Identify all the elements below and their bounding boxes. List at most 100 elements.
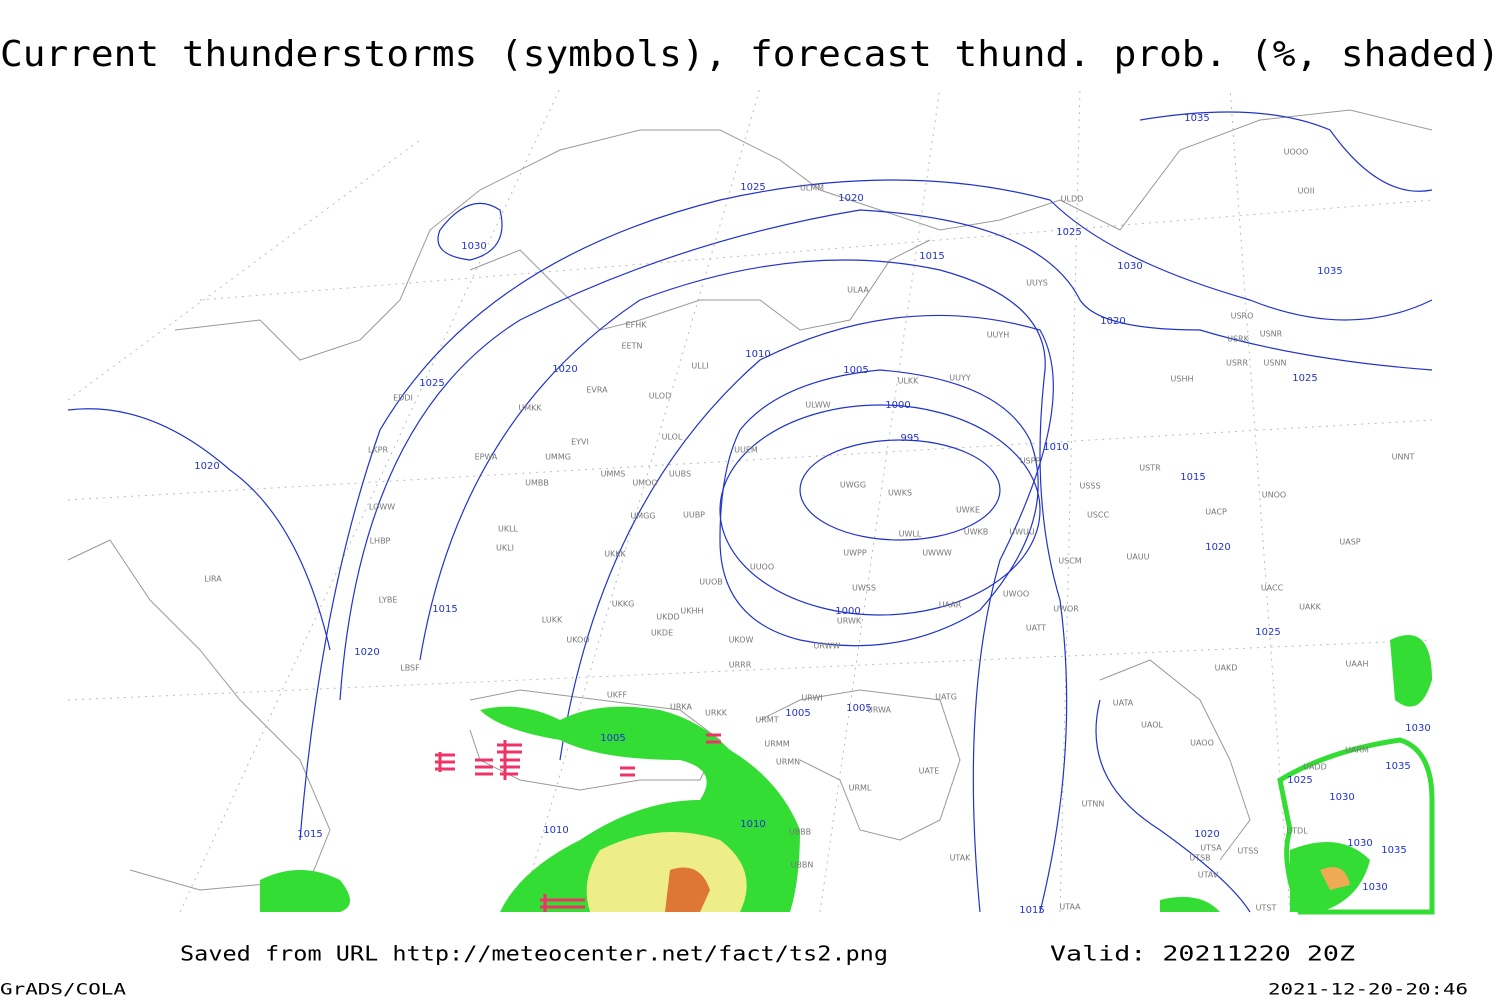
station-label: ULLI <box>691 362 708 371</box>
station-label: USCM <box>1058 557 1082 566</box>
station-label: EETN <box>622 342 643 351</box>
station-label: UWUU <box>1009 528 1035 537</box>
station-label: LUKK <box>542 616 563 625</box>
isobars <box>67 111 1433 913</box>
coastlines <box>67 109 1433 891</box>
station-label: ULAA <box>847 286 869 295</box>
station-label: UWSS <box>852 584 876 593</box>
station-label: UWKE <box>956 506 980 515</box>
station-label: UWKS <box>888 489 912 498</box>
isobar-label: 1005 <box>785 708 810 719</box>
station-label: UAAR <box>939 601 962 610</box>
station-label: UBBB <box>789 828 811 837</box>
timestamp: 2021-12-20-20:46 <box>1268 980 1468 999</box>
station-label: URWK <box>837 617 862 626</box>
station-label: UWOO <box>1003 590 1029 599</box>
isobar-label: 1015 <box>432 604 457 615</box>
station-label: UKDE <box>651 629 673 638</box>
station-label: UKFF <box>607 691 628 700</box>
station-label: UTNN <box>1082 800 1105 809</box>
station-label: USRK <box>1227 335 1249 344</box>
station-label: UTDL <box>1286 827 1308 836</box>
station-label: UMKK <box>518 404 542 413</box>
station-label: UTAV <box>1198 871 1219 880</box>
station-label: UAAH <box>1345 660 1368 669</box>
station-label: UUYH <box>987 331 1010 340</box>
station-label: UTAK <box>950 854 972 863</box>
isobar-label: 1010 <box>1043 442 1068 453</box>
station-label: UMOO <box>632 479 657 488</box>
station-label: UASP <box>1339 538 1360 547</box>
station-label: USRO <box>1231 312 1254 321</box>
station-label: UMBB <box>525 479 549 488</box>
station-label: UAOO <box>1190 739 1214 748</box>
station-label: UKLI <box>496 544 514 553</box>
station-label: LHBP <box>370 537 391 546</box>
probability-shading <box>260 635 1435 915</box>
station-label: URKK <box>705 709 728 718</box>
station-label: UATT <box>1026 624 1046 633</box>
station-label: UWPP <box>843 549 867 558</box>
station-label: UTSS <box>1238 847 1259 856</box>
station-label: URMT <box>755 716 778 725</box>
station-label: UKOO <box>566 636 589 645</box>
station-label: UMMG <box>545 453 571 462</box>
station-label: LYBE <box>379 596 398 605</box>
isobar-label: 1030 <box>1405 723 1430 734</box>
isobar-label: 1005 <box>600 733 625 744</box>
station-label: URMN <box>776 758 800 767</box>
station-label: UATA <box>1113 699 1134 708</box>
valid-time: Valid: 20211220 20Z <box>1050 942 1355 966</box>
station-label: UWKB <box>964 528 989 537</box>
isobar-label: 1020 <box>194 461 219 472</box>
station-label: EFHK <box>626 321 648 330</box>
station-label: ULMM <box>800 184 824 193</box>
station-label: EVRA <box>586 386 608 395</box>
station-label: ULWW <box>805 401 830 410</box>
isobar-label: 1025 <box>419 378 444 389</box>
source-note: Saved from URL http://meteocenter.net/fa… <box>180 942 888 966</box>
station-label: UUBP <box>683 511 705 520</box>
station-label: UUOB <box>699 578 723 587</box>
station-label: UTSB <box>1189 854 1210 863</box>
isobar-label: 1025 <box>740 182 765 193</box>
isobar-label: 1025 <box>1056 227 1081 238</box>
station-label: USCC <box>1087 511 1110 520</box>
station-label: UOOO <box>1284 148 1309 157</box>
isobar-label: 1015 <box>297 829 322 840</box>
station-label: UKOW <box>729 636 754 645</box>
station-label: UAOL <box>1141 721 1163 730</box>
station-label: LKPR <box>368 446 389 455</box>
station-label: URWI <box>801 694 822 703</box>
isobar-label: 1015 <box>919 251 944 262</box>
isobar-label: 1020 <box>1194 829 1219 840</box>
station-label: UUBS <box>669 470 691 479</box>
station-label: UUYY <box>949 374 971 383</box>
isobar-label: 1005 <box>846 703 871 714</box>
station-label: UWOR <box>1053 605 1079 614</box>
station-label: EDDI <box>393 394 413 403</box>
station-label: UOII <box>1298 187 1315 196</box>
station-label: ULOD <box>649 392 671 401</box>
isobar-label: 1025 <box>1292 373 1317 384</box>
isobar-label: 1020 <box>552 364 577 375</box>
isobar-label: 1000 <box>885 400 910 411</box>
station-label: USSS <box>1079 482 1100 491</box>
station-label: URRR <box>729 661 752 670</box>
station-label: ULDD <box>1061 195 1084 204</box>
station-label: UWGG <box>840 481 866 490</box>
graticule <box>67 87 1433 913</box>
station-label: EPWA <box>475 453 498 462</box>
station-label: USHH <box>1171 375 1194 384</box>
isobar-label: 1030 <box>461 241 486 252</box>
isobar-label: 1025 <box>1287 775 1312 786</box>
station-label: URML <box>849 784 872 793</box>
station-label: UUYS <box>1026 279 1048 288</box>
isobar-label: 1010 <box>745 349 770 360</box>
station-label: UACP <box>1205 508 1227 517</box>
isobar-label: 1030 <box>1329 792 1354 803</box>
station-label: URWW <box>814 642 841 651</box>
station-label: USNN <box>1264 359 1287 368</box>
